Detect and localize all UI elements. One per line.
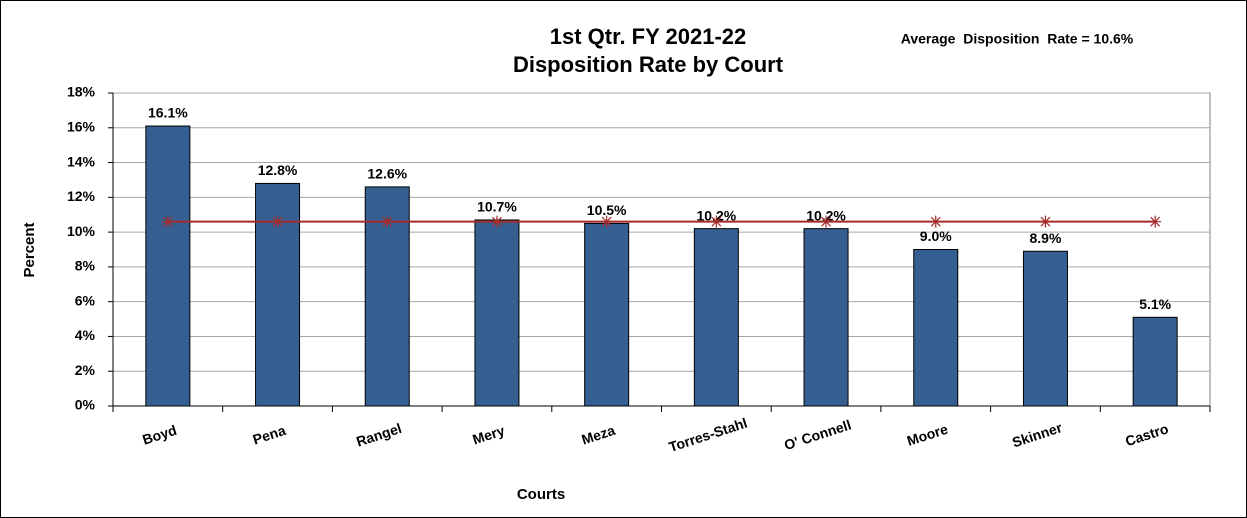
y-tick-label: 18%: [67, 84, 96, 100]
average-marker: [600, 215, 613, 228]
value-label: 5.1%: [1139, 296, 1171, 312]
y-tick-label: 16%: [67, 118, 96, 134]
value-label: 9.0%: [920, 228, 952, 244]
y-tick-label: 12%: [67, 188, 96, 204]
y-tick-label: 6%: [75, 292, 96, 308]
value-label: 10.7%: [477, 199, 517, 215]
average-marker: [820, 215, 833, 228]
value-label: 10.5%: [587, 202, 627, 218]
y-tick-label: 0%: [75, 397, 96, 413]
chart-title: 1st Qtr. FY 2021-22: [550, 24, 747, 49]
y-tick-label: 10%: [67, 223, 96, 239]
bar: [913, 249, 959, 407]
bar: [474, 219, 520, 407]
value-label: 8.9%: [1029, 230, 1061, 246]
bar: [693, 228, 739, 407]
average-marker: [929, 215, 942, 228]
y-tick-label: 2%: [75, 362, 96, 378]
bar: [145, 125, 191, 407]
average-marker: [161, 215, 174, 228]
annotation: Average Disposition Rate = 10.6%: [901, 31, 1134, 47]
value-label: 12.8%: [258, 162, 298, 178]
average-marker: [1039, 215, 1052, 228]
bar: [584, 222, 630, 407]
average-marker: [1149, 215, 1162, 228]
bar: [1022, 250, 1068, 407]
value-label: 16.1%: [148, 105, 188, 121]
average-marker: [271, 215, 284, 228]
x-axis-label: Courts: [517, 486, 565, 503]
average-marker: [710, 215, 723, 228]
y-tick-label: 14%: [67, 153, 96, 169]
y-axis-label: Percent: [21, 222, 38, 277]
average-marker: [490, 215, 503, 228]
value-label: 10.2%: [806, 207, 846, 223]
chart-subtitle: Disposition Rate by Court: [513, 52, 784, 77]
bar: [803, 228, 849, 407]
y-tick-label: 8%: [75, 258, 96, 274]
average-marker: [381, 215, 394, 228]
y-tick-label: 4%: [75, 327, 96, 343]
bar: [1132, 316, 1178, 407]
value-label: 12.6%: [367, 166, 407, 182]
value-label: 10.2%: [696, 207, 736, 223]
